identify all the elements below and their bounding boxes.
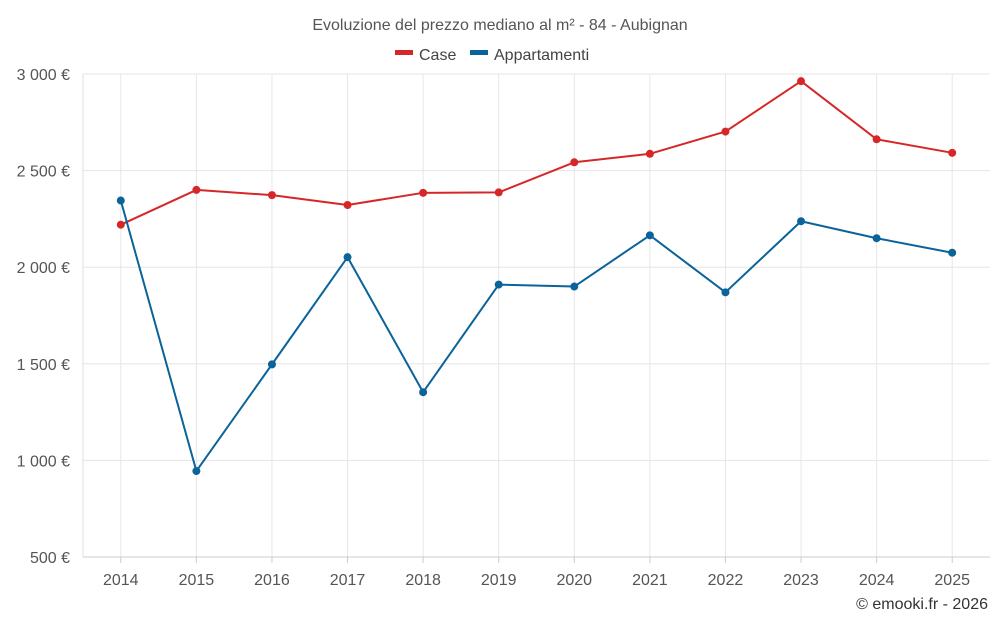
- legend-label-case: Case: [419, 47, 456, 64]
- credit-text: © emooki.fr - 2026: [856, 596, 988, 613]
- y-tick-label: 2 000 €: [17, 260, 70, 277]
- legend[interactable]: Case Appartamenti: [395, 47, 589, 64]
- data-point-case[interactable]: [872, 135, 881, 144]
- y-tick-label: 1 000 €: [17, 453, 70, 470]
- y-axis: 500 € 1 000 € 1 500 € 2 000 € 2 500 € 3 000 €: [17, 67, 84, 567]
- data-point-case[interactable]: [645, 149, 654, 158]
- x-tick-label: 2016: [254, 572, 290, 589]
- x-tick-label: 2022: [708, 572, 744, 589]
- data-point-case[interactable]: [419, 188, 428, 197]
- series-appartamenti: [116, 196, 957, 476]
- data-point-appartamenti[interactable]: [948, 248, 957, 257]
- data-point-case[interactable]: [192, 185, 201, 194]
- data-point-appartamenti[interactable]: [721, 288, 730, 297]
- legend-swatch-appartamenti: [470, 50, 488, 55]
- y-tick-label: 1 500 €: [17, 357, 70, 374]
- data-point-appartamenti[interactable]: [343, 253, 352, 262]
- legend-swatch-case: [395, 50, 413, 55]
- grid: [83, 73, 990, 558]
- legend-item-appartamenti[interactable]: Appartamenti: [470, 47, 589, 64]
- chart-title: Evoluzione del prezzo mediano al m² - 84…: [312, 17, 687, 34]
- data-point-appartamenti[interactable]: [494, 280, 503, 289]
- data-point-appartamenti[interactable]: [267, 360, 276, 369]
- data-point-appartamenti[interactable]: [116, 196, 125, 205]
- x-tick-label: 2023: [783, 572, 819, 589]
- data-point-case[interactable]: [343, 200, 352, 209]
- data-point-case[interactable]: [267, 191, 276, 200]
- x-tick-label: 2017: [330, 572, 366, 589]
- x-axis: 2014 2015 2016 2017 2018 2019 2020 2021 2022 2023…: [83, 556, 990, 589]
- data-point-case[interactable]: [948, 148, 957, 157]
- data-point-appartamenti[interactable]: [419, 388, 428, 397]
- series-case: [116, 77, 957, 229]
- x-tick-label: 2019: [481, 572, 517, 589]
- x-tick-label: 2018: [405, 572, 441, 589]
- legend-label-appartamenti: Appartamenti: [494, 47, 589, 64]
- data-point-appartamenti[interactable]: [797, 217, 806, 226]
- data-point-case[interactable]: [494, 188, 503, 197]
- data-point-appartamenti[interactable]: [645, 231, 654, 240]
- x-tick-label: 2015: [179, 572, 215, 589]
- data-point-case[interactable]: [570, 158, 579, 167]
- data-point-appartamenti[interactable]: [872, 234, 881, 243]
- x-tick-label: 2024: [859, 572, 895, 589]
- x-tick-label: 2025: [934, 572, 970, 589]
- data-point-appartamenti[interactable]: [570, 282, 579, 291]
- data-point-case[interactable]: [116, 220, 125, 229]
- x-tick-label: 2020: [556, 572, 592, 589]
- y-tick-label: 2 500 €: [17, 164, 70, 181]
- x-tick-label: 2021: [632, 572, 668, 589]
- data-point-case[interactable]: [721, 127, 730, 136]
- series-line-appartamenti: [119, 200, 953, 473]
- series-line-case: [120, 80, 953, 226]
- data-point-case[interactable]: [797, 77, 806, 86]
- y-tick-label: 3 000 €: [17, 67, 70, 84]
- x-tick-label: 2014: [103, 572, 139, 589]
- y-tick-label: 500 €: [30, 550, 70, 567]
- legend-item-case[interactable]: Case: [395, 47, 456, 64]
- data-point-appartamenti[interactable]: [192, 467, 201, 476]
- series: [116, 77, 957, 476]
